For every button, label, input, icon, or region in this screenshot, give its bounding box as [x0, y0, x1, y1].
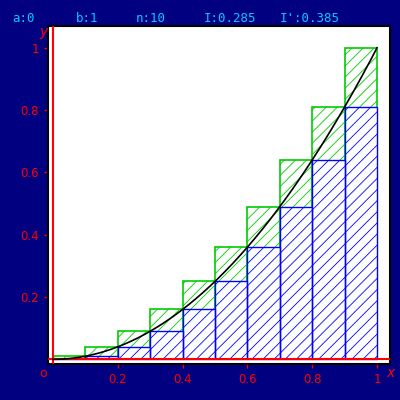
Bar	[85, 356, 118, 359]
Text: x: x	[386, 366, 394, 380]
Bar	[247, 247, 280, 359]
Bar	[118, 331, 150, 359]
Text: n:10: n:10	[136, 12, 166, 26]
Bar	[182, 310, 215, 359]
Bar	[280, 207, 312, 359]
Bar	[247, 207, 280, 359]
Bar	[53, 356, 85, 359]
Bar	[345, 107, 377, 359]
Text: b:1: b:1	[76, 12, 98, 26]
Bar	[312, 160, 345, 359]
Bar	[150, 331, 182, 359]
Text: I:0.285: I:0.285	[204, 12, 256, 26]
Bar	[85, 347, 118, 359]
Text: I':0.385: I':0.385	[280, 12, 340, 26]
Bar	[247, 247, 280, 359]
Bar	[312, 160, 345, 359]
Bar	[215, 247, 247, 359]
Bar	[345, 107, 377, 359]
Bar	[118, 347, 150, 359]
Bar	[215, 282, 247, 359]
Bar	[150, 331, 182, 359]
Bar	[150, 310, 182, 359]
Bar	[85, 356, 118, 359]
Text: y: y	[39, 25, 47, 39]
Bar	[182, 282, 215, 359]
Bar	[312, 107, 345, 359]
Bar	[280, 207, 312, 359]
Bar	[182, 310, 215, 359]
Text: o: o	[39, 367, 47, 380]
Bar	[118, 347, 150, 359]
Bar	[215, 282, 247, 359]
Text: a:0: a:0	[12, 12, 34, 26]
Bar	[280, 160, 312, 359]
Bar	[345, 48, 377, 359]
